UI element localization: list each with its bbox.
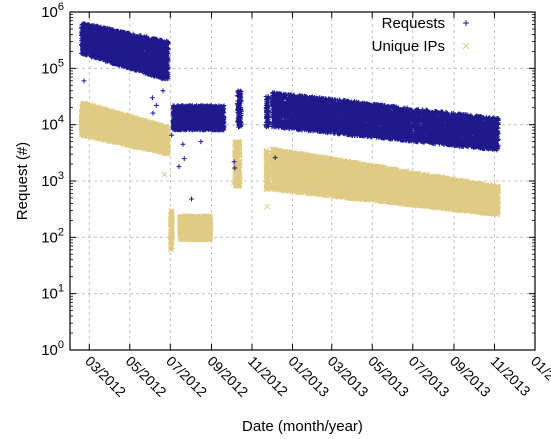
data-points (78, 21, 502, 253)
series-unique-ips (78, 100, 502, 253)
